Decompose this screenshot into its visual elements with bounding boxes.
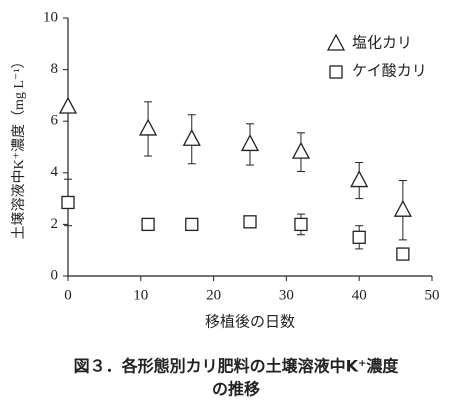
data-point: [58, 96, 78, 114]
data-point: [185, 217, 199, 232]
x-tick-label: 20: [206, 287, 221, 303]
legend-marker: [329, 65, 343, 79]
y-axis-label: 土壌溶液中K⁺濃度（mg L⁻¹）: [11, 54, 27, 239]
data-point: [294, 217, 308, 232]
x-tick-label: 40: [352, 287, 367, 303]
y-tick-label: 0: [51, 267, 59, 283]
x-axis-label: 移植後の日数: [205, 313, 295, 330]
y-tick-label: 4: [51, 164, 59, 180]
caption-line: の推移: [212, 380, 260, 399]
x-tick-label: 0: [64, 287, 72, 303]
y-tick-label: 2: [51, 216, 59, 232]
data-point: [352, 230, 366, 244]
data-point: [138, 118, 158, 136]
data-point: [396, 247, 410, 261]
data-point: [291, 141, 311, 159]
x-tick-label: 10: [133, 287, 148, 303]
x-tick-label: 30: [279, 287, 294, 303]
data-point: [61, 195, 75, 210]
x-tick-label: 50: [425, 287, 440, 303]
data-point: [350, 170, 369, 188]
y-tick-label: 6: [51, 113, 59, 129]
data-point: [393, 199, 412, 217]
data-point: [240, 134, 260, 152]
caption-line: 図３．各形態別カリ肥料の土壌溶液中K⁺濃度: [74, 357, 400, 376]
data-point: [141, 217, 155, 232]
y-tick-label: 8: [51, 61, 59, 77]
data-point: [243, 215, 257, 229]
legend-label: 塩化カリ: [352, 34, 412, 51]
legend-marker: [326, 33, 346, 51]
y-tick-label: 10: [43, 9, 58, 25]
data-point: [182, 128, 201, 146]
legend-label: ケイ酸カリ: [352, 62, 427, 79]
